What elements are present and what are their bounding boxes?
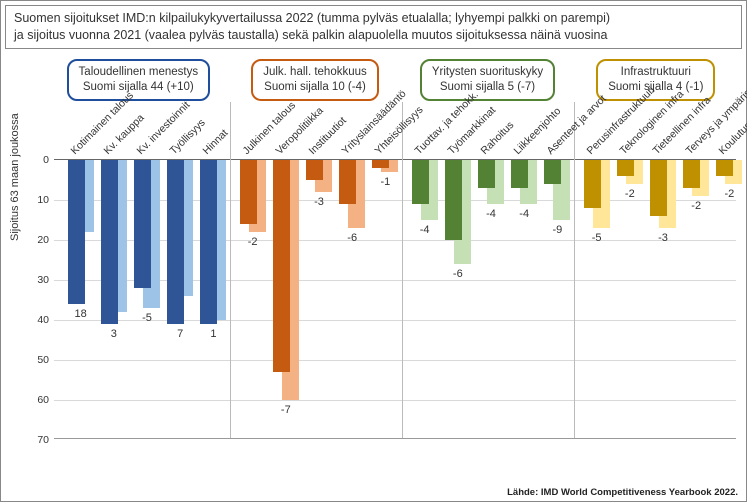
delta-label: -2 (714, 188, 744, 200)
group-label: Yritysten suorituskykySuomi sijalla 5 (-… (420, 59, 555, 101)
group-separator (402, 102, 403, 438)
bar-2022 (339, 160, 356, 204)
y-tick-label: 20 (37, 234, 54, 246)
chart-area: 010203040506070Kotimainen talous18Kv. ka… (54, 159, 736, 499)
group-label: InfrastruktuuriSuomi sijalla 4 (-1) (596, 59, 715, 101)
bar-2022 (167, 160, 184, 324)
bar-2022 (306, 160, 323, 180)
bar-2022 (617, 160, 634, 176)
delta-label: -6 (443, 268, 473, 280)
delta-label: 7 (165, 328, 195, 340)
bar-2022 (372, 160, 389, 168)
delta-label: -2 (615, 188, 645, 200)
delta-label: -3 (648, 232, 678, 244)
chart-container: Suomen sijoitukset IMD:n kilpailukykyver… (0, 0, 747, 502)
delta-label: -2 (238, 236, 268, 248)
title-line-2: ja sijoitus vuonna 2021 (vaalea pylväs t… (14, 27, 733, 44)
chart-title: Suomen sijoitukset IMD:n kilpailukykyver… (5, 5, 742, 49)
bar-2022 (240, 160, 257, 224)
bar-2022 (134, 160, 151, 288)
delta-label: -1 (370, 176, 400, 188)
gridline (54, 360, 736, 361)
bar-2022 (544, 160, 561, 184)
delta-label: 1 (198, 328, 228, 340)
y-tick-label: 0 (43, 154, 54, 166)
delta-label: -4 (476, 208, 506, 220)
group-label: Taloudellinen menestysSuomi sijalla 44 (… (67, 59, 211, 101)
bar-2022 (68, 160, 85, 304)
bar-2022 (412, 160, 429, 204)
bar-2022 (716, 160, 733, 176)
delta-label: -3 (304, 196, 334, 208)
y-tick-label: 10 (37, 194, 54, 206)
bar-2022 (445, 160, 462, 240)
group-separator (574, 102, 575, 438)
delta-label: 3 (99, 328, 129, 340)
delta-label: -7 (271, 404, 301, 416)
group-label: Julk. hall. tehokkuusSuomi sijalla 10 (-… (251, 59, 379, 101)
bar-2022 (273, 160, 290, 372)
group-labels-row: Taloudellinen menestysSuomi sijalla 44 (… (1, 53, 746, 101)
y-tick-label: 60 (37, 394, 54, 406)
bar-2022 (200, 160, 217, 324)
title-line-1: Suomen sijoitukset IMD:n kilpailukykyver… (14, 10, 733, 27)
delta-label: -6 (337, 232, 367, 244)
y-axis-label: Sijoitus 63 maan joukossa (9, 113, 21, 241)
bar-2022 (511, 160, 528, 188)
y-tick-label: 50 (37, 354, 54, 366)
plot-area: 010203040506070Kotimainen talous18Kv. ka… (54, 159, 736, 439)
group-separator (230, 102, 231, 438)
category-label: Hinnat (201, 127, 231, 157)
y-tick-label: 70 (37, 434, 54, 446)
delta-label: -5 (132, 312, 162, 324)
delta-label: -5 (582, 232, 612, 244)
bar-2022 (584, 160, 601, 208)
source-text: Lähde: IMD World Competitiveness Yearboo… (507, 487, 738, 498)
y-tick-label: 30 (37, 274, 54, 286)
bar-2022 (101, 160, 118, 324)
bar-2022 (650, 160, 667, 216)
bar-2022 (683, 160, 700, 188)
y-tick-label: 40 (37, 314, 54, 326)
delta-label: -9 (542, 224, 572, 236)
category-label: Tieteellinen infra (651, 94, 714, 157)
delta-label: -4 (509, 208, 539, 220)
bar-2022 (478, 160, 495, 188)
delta-label: 18 (66, 308, 96, 320)
delta-label: -4 (410, 224, 440, 236)
delta-label: -2 (681, 200, 711, 212)
gridline (54, 400, 736, 401)
